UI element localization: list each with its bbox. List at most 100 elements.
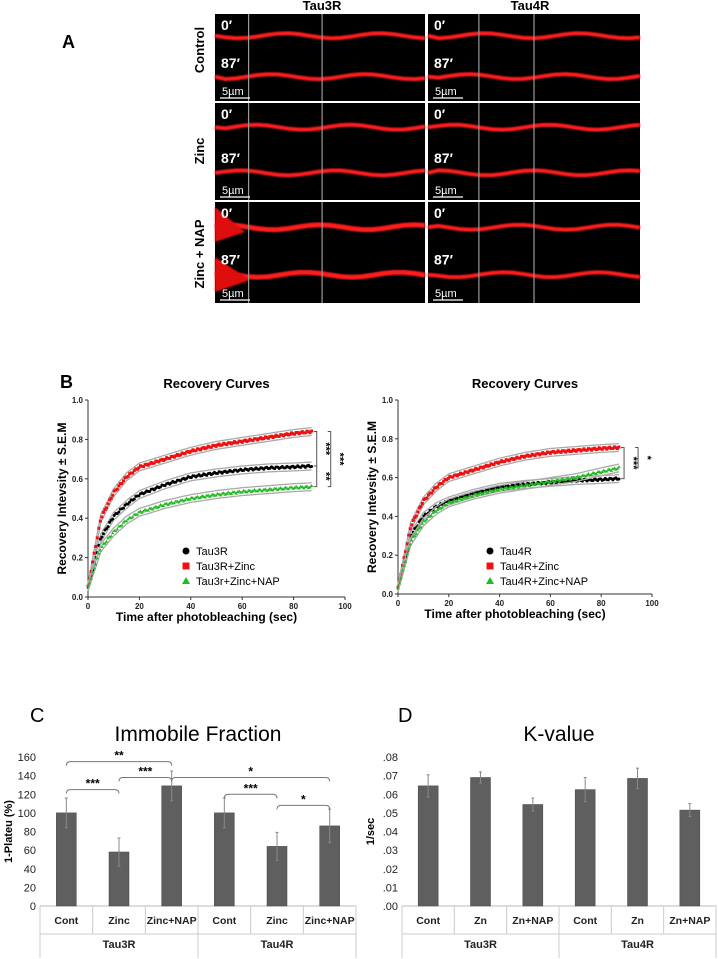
data-point [516,485,521,489]
data-point [225,443,229,447]
data-point [198,495,203,499]
data-point [478,465,482,469]
y-tick-label: 160 [18,752,36,764]
data-point [157,504,161,508]
data-point [228,441,232,445]
data-point [431,489,435,493]
data-point [567,448,571,452]
data-point [585,448,589,452]
data-point [539,452,543,456]
x-tick-label: 0 [86,602,91,611]
red-fiber [214,168,426,178]
data-point [92,566,96,570]
data-point [574,449,578,453]
data-point [504,458,508,462]
data-point [506,458,510,462]
data-point [556,449,560,453]
data-point [186,449,190,453]
data-point [550,450,554,454]
y-tick-label: 0.0 [72,593,84,602]
data-point [128,472,132,476]
legend-marker-square [182,562,190,570]
data-point [420,521,425,525]
data-point [458,471,462,475]
data-point [268,486,272,490]
y-tick-label: 0.6 [382,474,394,483]
significance-bracket [635,447,639,469]
data-point [425,496,429,500]
data-point [617,445,621,449]
data-point [474,466,478,470]
data-point [571,475,575,479]
data-point [126,502,130,506]
significance-label: *** [244,781,258,795]
data-point [205,446,209,450]
time-label-start: 0′ [434,205,446,221]
data-point [544,480,548,484]
data-point [148,489,152,493]
data-point [460,497,464,502]
group-label: Tau3R [103,939,136,951]
data-point [253,437,257,441]
data-point [451,499,455,504]
data-point [529,454,533,458]
data-point [445,478,449,482]
data-point [249,490,254,494]
data-point [423,497,427,501]
significance-label: * [301,792,306,806]
data-point [112,514,116,518]
data-point [277,434,281,438]
data-point [481,466,485,470]
data-point [551,449,555,453]
column-header-tau4r: Tau4R [511,0,550,13]
data-point [530,481,534,485]
data-point [548,480,553,484]
data-point [486,491,490,495]
legend-label: Tau3R [196,546,228,558]
data-point [535,452,539,456]
chart-title: Immobile Fraction [115,723,282,746]
data-point [397,581,402,585]
sem-band-lower [397,471,620,593]
time-label-start: 0′ [434,17,446,33]
significance-bracket [65,789,120,794]
data-point [426,493,430,497]
data-point [571,448,575,452]
data-point [598,470,603,475]
data-point [541,451,545,455]
y-tick-label: 120 [18,789,36,801]
data-point [454,473,458,477]
data-point [248,488,252,492]
data-point [490,489,495,494]
legend: Tau4R Tau4R+Zinc Tau4R+Zinc+NAP [486,546,588,588]
x-tick-label: 60 [546,599,555,608]
data-point [470,494,475,498]
data-point [294,484,298,488]
microscopy-panel: 0′ 87′ 5µm [427,14,641,101]
data-point [145,462,149,466]
data-point [408,542,412,546]
data-point [408,527,412,531]
data-point [609,447,613,451]
data-point [117,484,121,488]
data-point [310,464,314,468]
sem-band-lower [87,469,312,592]
data-point [124,519,129,523]
significance-bracket [223,793,278,799]
data-point [553,451,557,455]
data-point [289,485,294,489]
bar [627,778,648,907]
row-label-zinc-nap: Zinc + NAP [192,219,207,288]
data-point [89,570,93,574]
data-point [475,467,479,471]
data-point [403,559,408,563]
image-background [215,14,425,101]
data-point [413,516,417,520]
data-point [168,501,172,505]
data-point [90,570,95,574]
data-point [405,542,409,546]
legend-marker-circle [182,547,190,555]
data-point [95,556,99,560]
significance-bracket [313,431,318,467]
data-point [120,481,124,485]
